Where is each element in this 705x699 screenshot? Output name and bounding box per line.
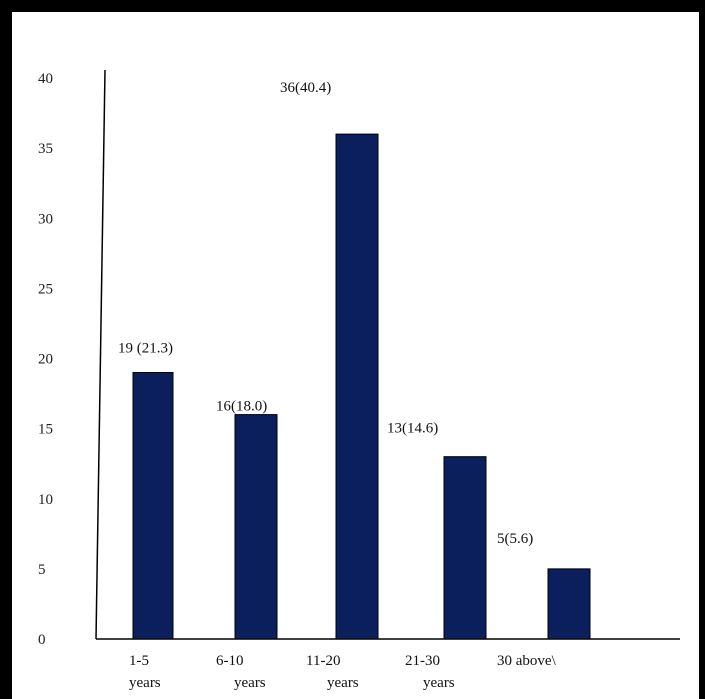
data-label: 5(5.6) [497,531,533,547]
data-label: 19 (21.3) [118,341,173,357]
y-tick-label: 5 [38,562,46,578]
category-label: 21-30 [405,653,440,669]
category-label-line2: years [129,675,161,691]
y-tick-label: 0 [38,632,46,648]
y-tick-label: 15 [38,422,53,438]
y-axis [95,69,106,640]
y-tick-label: 40 [38,71,53,87]
y-tick-labels: 0 5 10 15 20 25 30 35 40 [38,71,53,648]
y-tick-label: 25 [38,281,53,297]
category-label-line2: years [327,675,359,691]
data-label: 16(18.0) [216,399,267,415]
y-axis-line [95,69,106,640]
category-label-line2: years [234,675,266,691]
bar-3 [335,133,379,640]
category-label: 30 above\ [497,653,557,669]
category-label: 1-5 [129,653,149,669]
y-tick-label: 30 [38,211,53,227]
y-tick-label: 20 [38,352,53,368]
data-label: 36(40.4) [280,80,331,96]
bar-1 [132,372,174,640]
data-labels: 19 (21.3) 16(18.0) 36(40.4) 13(14.6) 5(5.6) [118,80,533,547]
bar-2 [234,414,278,640]
category-label: 6-10 [216,653,244,669]
category-label: 11-20 [306,653,340,669]
bar-4 [443,456,487,640]
category-label-line2: years [423,675,455,691]
y-tick-label: 35 [38,141,53,157]
bars [132,133,591,640]
bar-5 [547,568,591,640]
y-tick-label: 10 [38,492,53,508]
category-labels: 1-5 years 6-10 years 11-20 years 21-30 years 30 … [129,653,557,691]
data-label: 13(14.6) [387,421,438,437]
